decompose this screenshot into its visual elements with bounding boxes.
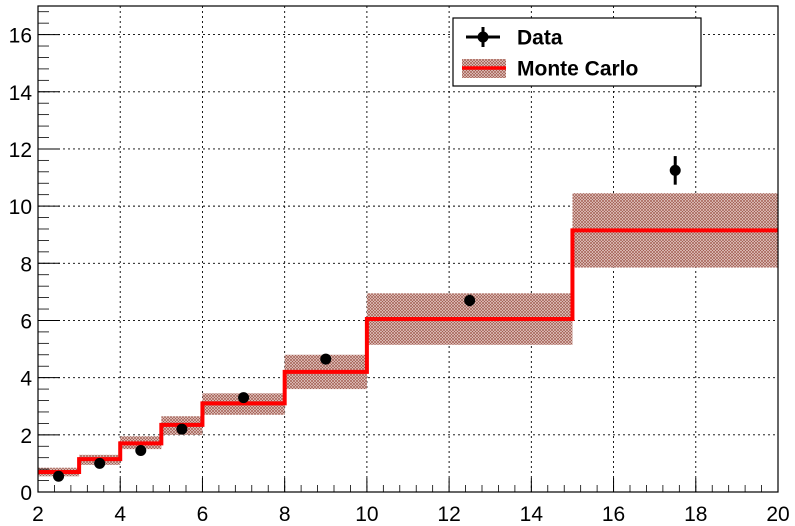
x-tick-label: 4: [114, 503, 126, 526]
y-tick-label: 16: [9, 25, 32, 48]
y-tick-label: 8: [20, 253, 32, 276]
data-point: [320, 353, 332, 365]
legend-item-data: Data: [466, 27, 563, 50]
legend: Data Monte Carlo: [452, 17, 702, 87]
y-tick-label: 2: [20, 425, 32, 448]
data-point: [238, 392, 250, 404]
y-tick-label: 4: [20, 368, 32, 391]
legend-label-data: Data: [517, 27, 563, 50]
y-tick-label: 14: [9, 82, 33, 105]
x-tick-label: 16: [602, 503, 625, 526]
legend-data-marker-icon: [477, 31, 489, 43]
legend-label-monte-carlo: Monte Carlo: [517, 58, 638, 81]
y-tick-label: 12: [9, 139, 32, 162]
y-tick-label: 6: [20, 310, 32, 333]
x-tick-label: 14: [520, 503, 544, 526]
legend-item-monte-carlo: Monte Carlo: [462, 58, 638, 81]
y-tick-label: 10: [9, 196, 32, 219]
x-tick-label: 10: [355, 503, 378, 526]
x-tick-label: 8: [279, 503, 291, 526]
mc-uncertainty-bands: [38, 193, 778, 477]
y-tick-label: 0: [20, 482, 32, 505]
data-point: [94, 457, 106, 469]
data-points: [53, 156, 681, 482]
data-point: [53, 470, 65, 482]
data-point: [669, 164, 681, 176]
x-tick-label: 6: [197, 503, 209, 526]
data-point: [135, 445, 147, 457]
x-tick-label: 2: [32, 503, 44, 526]
plot-frame: [37, 5, 779, 493]
data-point: [176, 423, 188, 435]
x-tick-label: 12: [437, 503, 460, 526]
data-point: [464, 294, 476, 306]
x-tick-label: 18: [684, 503, 707, 526]
x-tick-label: 20: [766, 503, 789, 526]
